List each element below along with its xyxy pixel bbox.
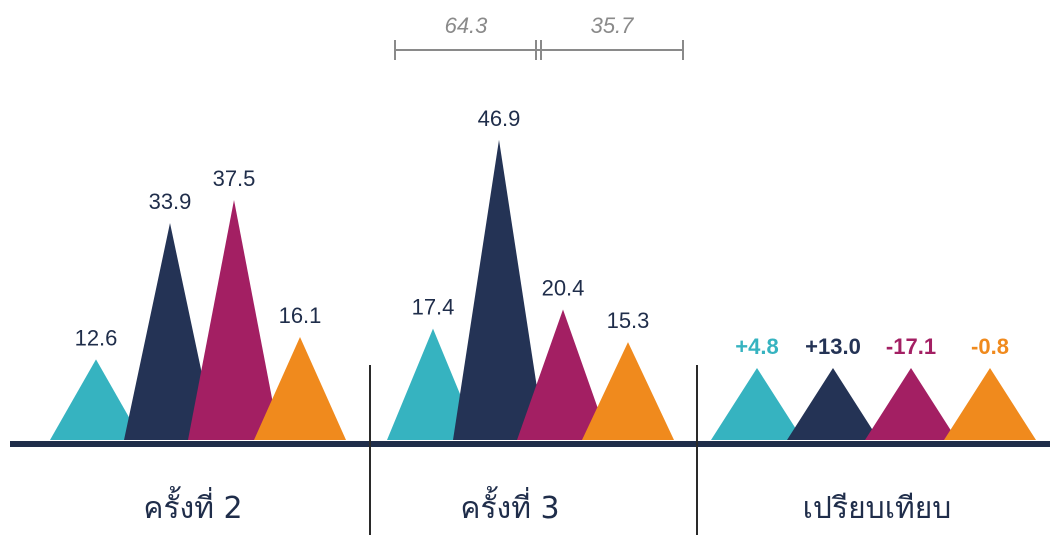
group-label-compare: เปรียบเทียบ — [803, 491, 952, 526]
triangle-g3-s2 — [787, 368, 879, 440]
value-label-g3-s2: +13.0 — [805, 334, 861, 359]
bracket-label-left: 64.3 — [445, 13, 489, 38]
value-label-g2-s3: 20.4 — [542, 275, 585, 300]
value-label-g1-s4: 16.1 — [279, 303, 322, 328]
triangle-g1-s1 — [50, 359, 142, 440]
group-label-round-2: ครั้งที่ 2 — [143, 486, 242, 526]
triangle-g2-s4 — [582, 342, 674, 440]
value-label-g1-s3: 37.5 — [213, 166, 256, 191]
value-label-g3-s3: -17.1 — [886, 334, 936, 359]
value-label-g3-s1: +4.8 — [735, 334, 778, 359]
triangle-g3-s4 — [944, 368, 1036, 440]
triangle-g2-s3 — [517, 309, 609, 440]
triangle-g2-s2 — [453, 139, 545, 440]
triangle-g3-s1 — [711, 368, 803, 440]
triangle-g1-s3 — [188, 200, 280, 440]
value-label-g3-s4: -0.8 — [971, 334, 1009, 359]
value-label-g1-s1: 12.6 — [75, 325, 118, 350]
value-label-g1-s2: 33.9 — [149, 189, 192, 214]
share-bracket — [394, 40, 684, 60]
group-label-round-3: ครั้งที่ 3 — [460, 486, 559, 526]
triangle-g3-s3 — [865, 368, 957, 440]
triangle-g2-s1 — [387, 328, 479, 440]
value-label-g2-s4: 15.3 — [607, 308, 650, 333]
triangle-g1-s2 — [124, 223, 216, 440]
bracket-label-right: 35.7 — [591, 13, 635, 38]
value-label-g2-s1: 17.4 — [412, 295, 455, 320]
triangle-g1-s4 — [254, 336, 346, 440]
chart-marks: 12.6 33.9 37.5 16.1 17.4 46.9 20.4 15.3 +4.8 +13.… — [50, 106, 1036, 440]
value-label-g2-s2: 46.9 — [478, 106, 521, 131]
